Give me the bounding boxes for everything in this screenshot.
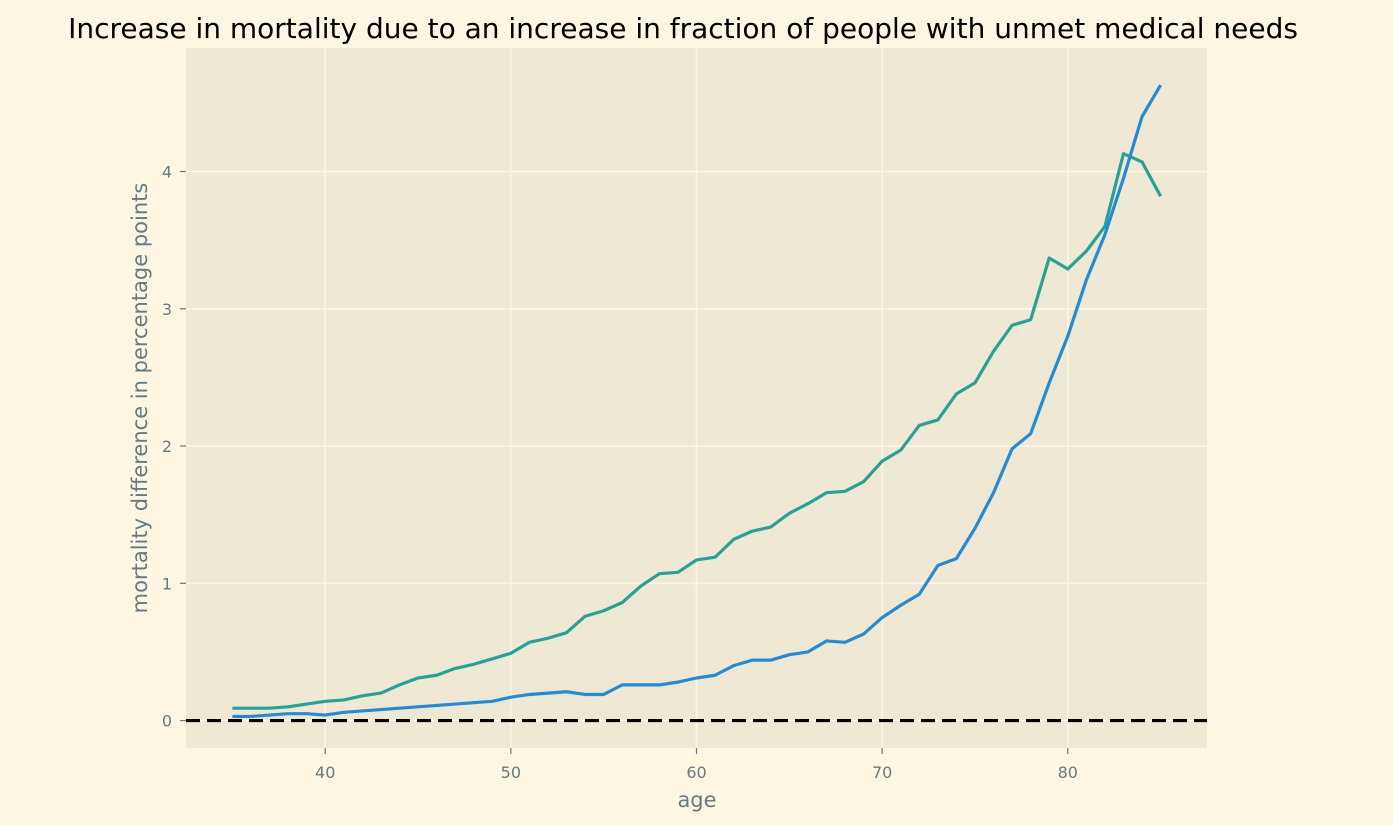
y-tick-label: 3: [162, 300, 172, 319]
x-tick-label: 60: [686, 763, 706, 782]
y-tick-label: 1: [162, 574, 172, 593]
x-tick-label: 80: [1058, 763, 1078, 782]
x-tick-label: 70: [872, 763, 892, 782]
chart-title: Increase in mortality due to an increase…: [68, 12, 1298, 45]
axis-ticks: 40 50 60 70 80 0 1 2 3 4: [162, 163, 1078, 782]
series-line-1: [232, 152, 1162, 710]
series-lines: [232, 84, 1162, 719]
y-axis-label: mortality difference in percentage point…: [128, 183, 152, 614]
x-tick-label: 40: [315, 763, 335, 782]
x-tick-label: 50: [501, 763, 521, 782]
y-tick-label: 2: [162, 437, 172, 456]
x-axis-label: age: [677, 788, 716, 812]
series-line-2: [232, 84, 1162, 719]
y-tick-label: 4: [162, 163, 172, 182]
y-tick-label: 0: [162, 712, 172, 731]
